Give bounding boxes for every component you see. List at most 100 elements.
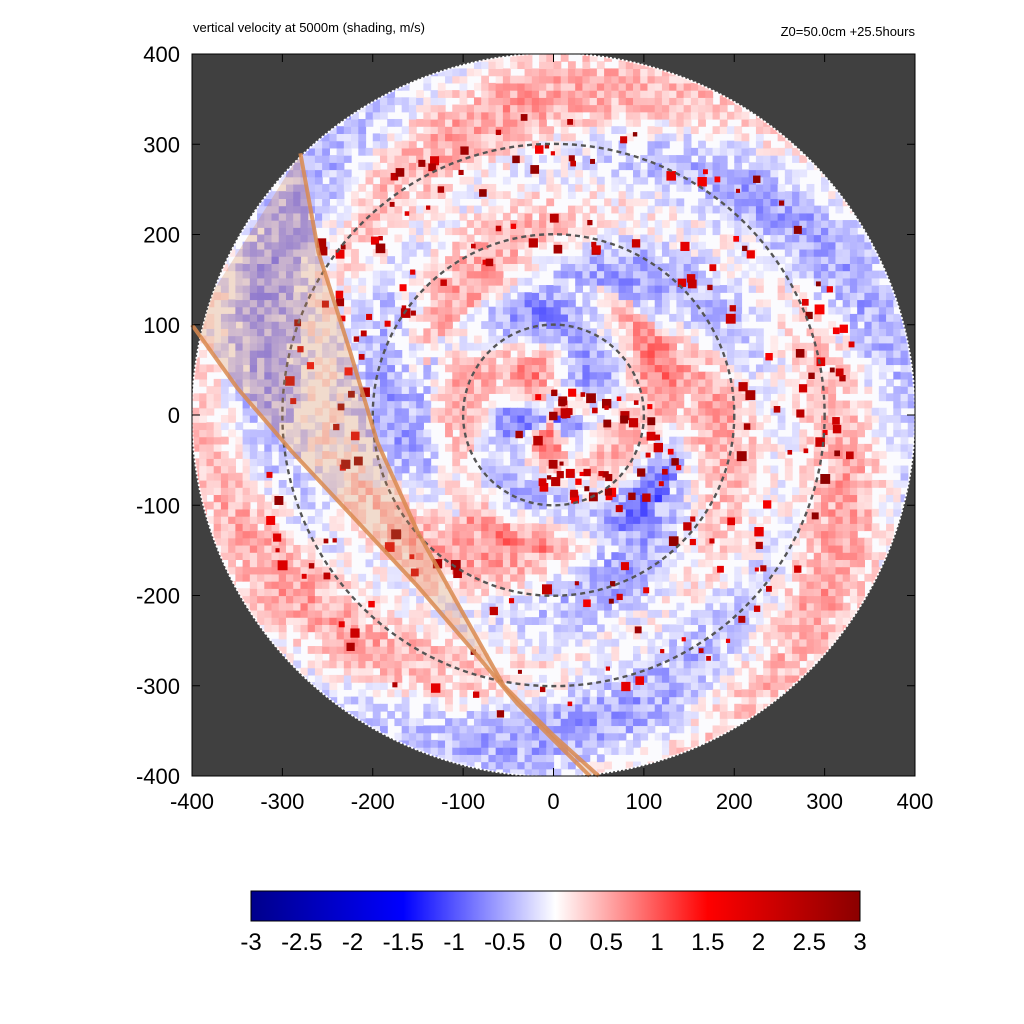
field-cell (408, 183, 417, 192)
field-cell (401, 544, 410, 553)
field-cell (372, 703, 381, 712)
field-cell (575, 313, 584, 322)
field-cell (343, 602, 352, 611)
field-cell (690, 501, 699, 510)
field-cell (365, 537, 374, 546)
field-cell (264, 581, 273, 589)
field-cell (611, 400, 620, 409)
field-cell (408, 155, 417, 163)
field-cell (567, 422, 576, 431)
field-cell (698, 407, 706, 416)
field-cell (596, 82, 605, 91)
field-cell (423, 436, 432, 445)
field-cell (416, 393, 424, 402)
field-cell (257, 494, 265, 503)
field-cell (242, 443, 251, 452)
field-cell (416, 415, 424, 423)
field-cell (582, 61, 591, 70)
field-cell (445, 126, 453, 135)
field-cell (690, 335, 699, 344)
field-cell (365, 176, 374, 185)
field-cell (502, 82, 511, 91)
field-cell (560, 313, 569, 322)
field-cell (517, 516, 526, 524)
field-cell (517, 378, 526, 387)
field-cell (285, 544, 294, 553)
field-cell (314, 328, 323, 337)
field-cell (510, 703, 518, 712)
field-cell (524, 552, 533, 560)
field-cell (727, 544, 735, 553)
field-cell (257, 205, 265, 214)
field-cell (365, 378, 374, 387)
field-cell (705, 595, 714, 604)
field-cell (690, 321, 699, 329)
field-cell (690, 436, 699, 445)
field-cell (365, 342, 374, 351)
field-cell (358, 429, 367, 438)
field-cell (314, 147, 323, 156)
field-cell (466, 234, 475, 243)
field-cell (336, 140, 345, 149)
field-cell (712, 169, 721, 178)
field-cell (553, 609, 562, 618)
field-cell (278, 212, 287, 221)
field-cell (661, 176, 670, 185)
field-cell (567, 371, 576, 380)
field-cell (654, 342, 663, 351)
field-cell (278, 508, 287, 517)
field-cell (473, 306, 482, 315)
field-cell (727, 711, 735, 719)
field-cell (495, 479, 504, 488)
field-cell (481, 263, 490, 272)
field-cell (423, 537, 432, 546)
field-cell (517, 725, 526, 734)
field-cell (445, 422, 453, 431)
field-cell (705, 660, 714, 669)
field-cell (249, 335, 258, 344)
field-cell (698, 248, 706, 257)
field-cell (575, 501, 584, 510)
field-cell (264, 609, 273, 618)
field-cell (257, 588, 265, 597)
field-cell (235, 342, 244, 351)
field-cell (293, 400, 302, 409)
field-cell (336, 660, 345, 669)
field-cell (220, 342, 229, 351)
field-cell (582, 155, 591, 163)
field-cell (408, 126, 417, 135)
field-cell (343, 537, 352, 546)
field-cell (567, 111, 576, 120)
field-cell (249, 595, 258, 604)
field-cell (647, 386, 656, 394)
field-cell (495, 270, 504, 279)
field-cell (387, 371, 396, 380)
field-cell (343, 667, 352, 676)
field-cell (596, 220, 605, 228)
field-cell (329, 479, 338, 488)
field-cell (408, 667, 417, 676)
field-cell (322, 342, 330, 351)
field-cell (408, 718, 417, 727)
field-cell (314, 566, 323, 575)
field-cell (575, 335, 584, 344)
field-cell (206, 393, 215, 402)
field-cell (387, 162, 396, 171)
field-cell (408, 436, 417, 445)
field-cell (257, 220, 265, 228)
field-cell (690, 234, 699, 243)
field-cell (654, 516, 663, 524)
field-cell (264, 227, 273, 236)
field-cell (647, 443, 656, 452)
field-cell (719, 573, 728, 582)
field-cell (495, 371, 504, 380)
field-cell (408, 162, 417, 171)
field-cell (416, 104, 424, 113)
field-cell (336, 422, 345, 431)
field-cell (553, 328, 562, 337)
field-cell (611, 624, 620, 633)
field-cell (625, 234, 634, 243)
field-cell (314, 682, 323, 690)
field-cell (264, 198, 273, 207)
field-cell (488, 155, 497, 163)
